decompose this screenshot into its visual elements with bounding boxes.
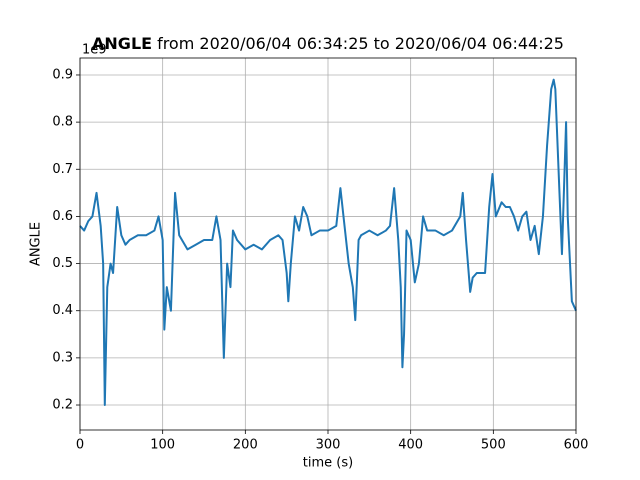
y-tick-label: 0.4 (52, 303, 73, 318)
y-axis-label: ANGLE (29, 222, 44, 266)
x-tick-label: 0 (76, 438, 84, 453)
y-offset-text: 1e9 (82, 43, 107, 58)
y-tick-label: 0.2 (52, 398, 73, 413)
y-tick-label: 0.7 (52, 162, 73, 177)
x-tick-label: 500 (481, 438, 506, 453)
y-tick-label: 0.8 (52, 115, 73, 130)
plot-frame (79, 57, 577, 431)
y-tick-label: 0.5 (52, 256, 73, 271)
x-tick-label: 100 (150, 438, 175, 453)
y-tick-label: 0.3 (52, 350, 73, 365)
y-tick-label: 0.6 (52, 209, 73, 224)
x-tick-label: 200 (233, 438, 258, 453)
y-tick-label: 0.9 (52, 67, 73, 82)
x-tick-label: 400 (398, 438, 423, 453)
x-tick-label: 300 (316, 438, 341, 453)
data-line (79, 78, 577, 407)
x-tick-label: 600 (564, 438, 589, 453)
title-bold: ANGLE (92, 34, 152, 53)
title-rest: from 2020/06/04 06:34:25 to 2020/06/04 0… (157, 34, 564, 53)
chart-title: ANGLE from 2020/06/04 06:34:25 to 2020/06… (92, 34, 564, 53)
x-axis-label: time (s) (303, 456, 353, 471)
